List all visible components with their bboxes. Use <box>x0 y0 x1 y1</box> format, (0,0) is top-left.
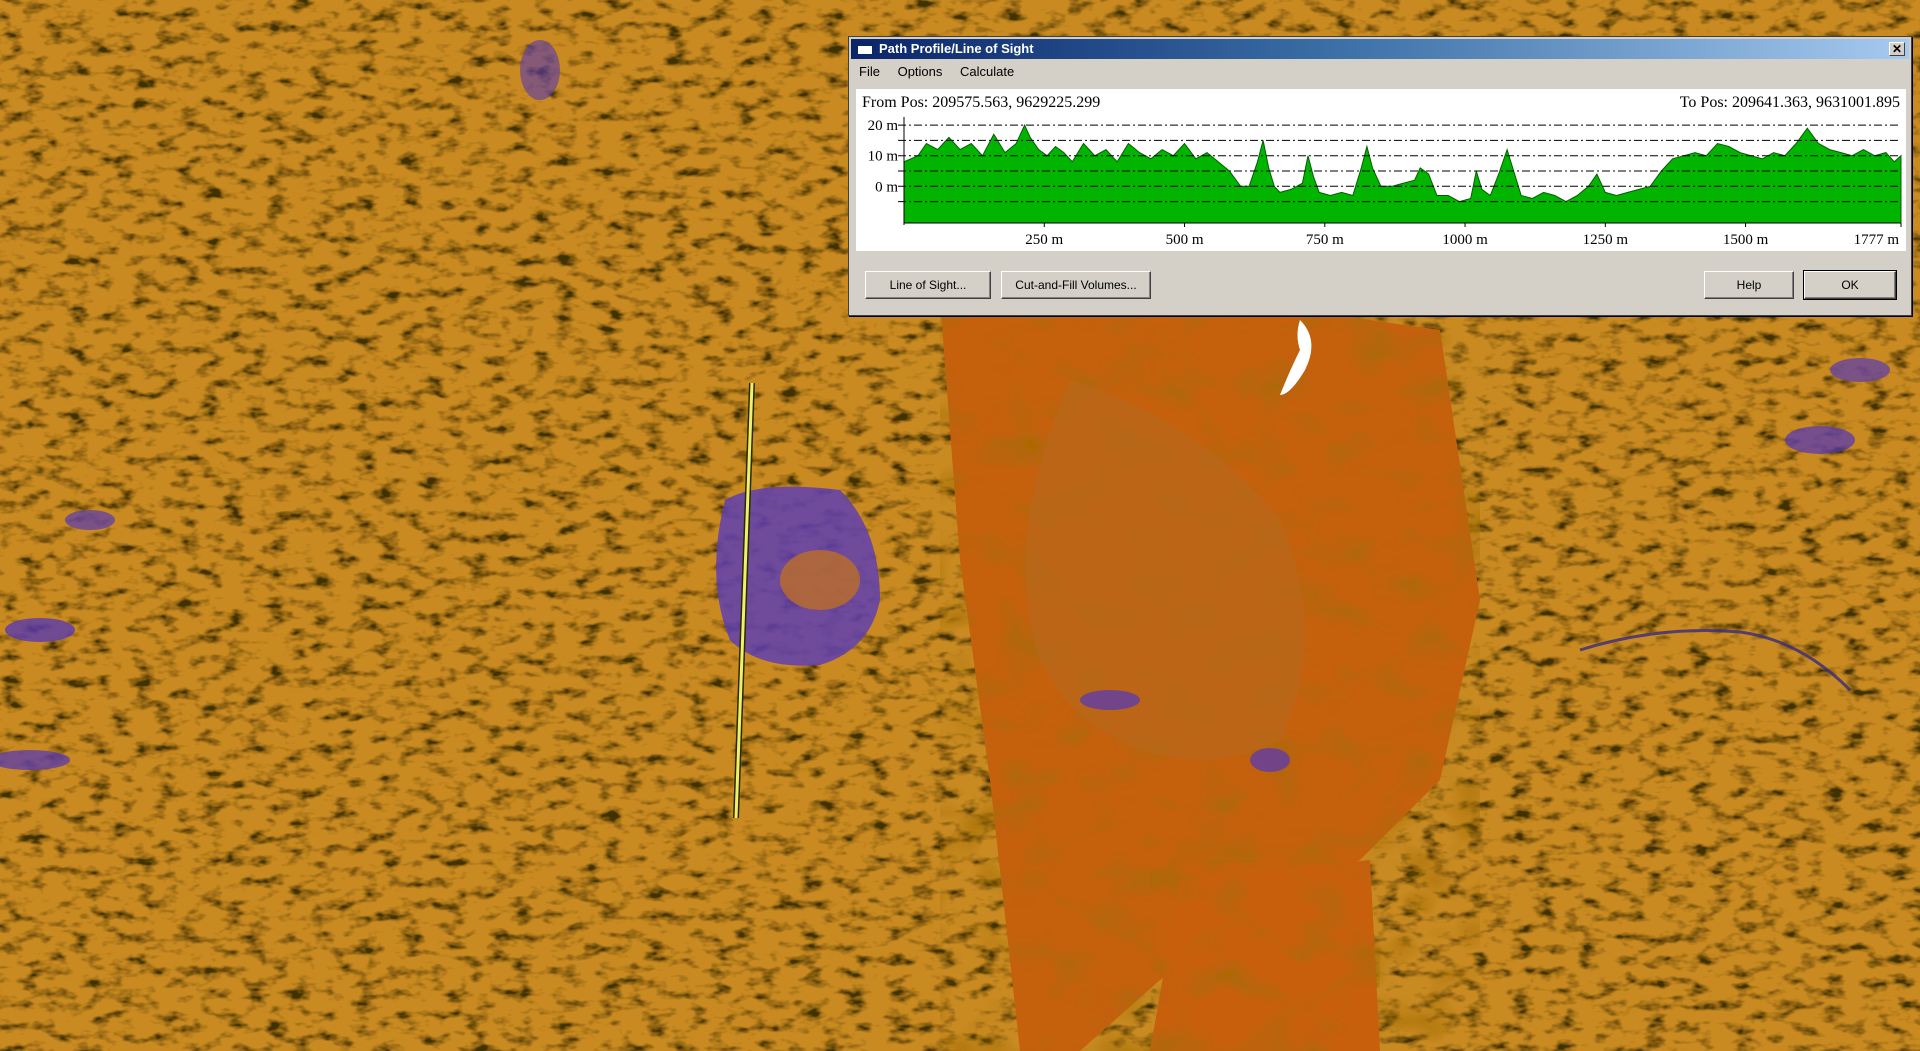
x-tick-label: 500 m <box>1166 232 1204 248</box>
from-position: From Pos: 209575.563, 9629225.299 <box>862 94 1101 111</box>
x-tick-label: 1777 m <box>1854 232 1900 248</box>
x-tick-label: 1250 m <box>1583 232 1629 248</box>
window-icon <box>857 42 873 55</box>
y-tick-label: 10 m <box>868 149 899 165</box>
ok-button[interactable]: OK <box>1803 270 1897 300</box>
y-tick-label: 0 m <box>875 179 898 195</box>
path-profile-dialog: Path Profile/Line of Sight ✕ File Option… <box>848 36 1912 316</box>
menu-calculate[interactable]: Calculate <box>960 64 1015 79</box>
help-button[interactable]: Help <box>1704 271 1794 299</box>
cut-and-fill-button[interactable]: Cut-and-Fill Volumes... <box>1001 271 1151 299</box>
x-tick-label: 750 m <box>1306 232 1344 248</box>
elevation-profile-chart: 20 m 10 m 0 m 250 m 500 m 750 m 1000 m 1250 m 15… <box>868 117 1902 248</box>
to-position: To Pos: 209641.363, 9631001.895 <box>1679 94 1900 111</box>
close-icon[interactable]: ✕ <box>1889 42 1905 56</box>
menu-options[interactable]: Options <box>897 64 943 79</box>
x-tick-label: 250 m <box>1025 232 1063 248</box>
x-tick-label: 1500 m <box>1723 232 1769 248</box>
profile-area <box>903 123 1902 224</box>
profile-panel: From Pos: 209575.563, 9629225.299 To Pos… <box>856 89 1906 251</box>
title-bar[interactable]: Path Profile/Line of Sight ✕ <box>851 39 1909 59</box>
line-of-sight-button[interactable]: Line of Sight... <box>865 271 991 299</box>
profile-path-line[interactable] <box>734 382 754 819</box>
menu-bar: File Options Calculate <box>859 62 1028 82</box>
y-tick-label: 20 m <box>868 118 899 134</box>
window-title: Path Profile/Line of Sight <box>879 41 1034 56</box>
menu-file[interactable]: File <box>859 64 880 79</box>
x-tick-label: 1000 m <box>1442 232 1488 248</box>
